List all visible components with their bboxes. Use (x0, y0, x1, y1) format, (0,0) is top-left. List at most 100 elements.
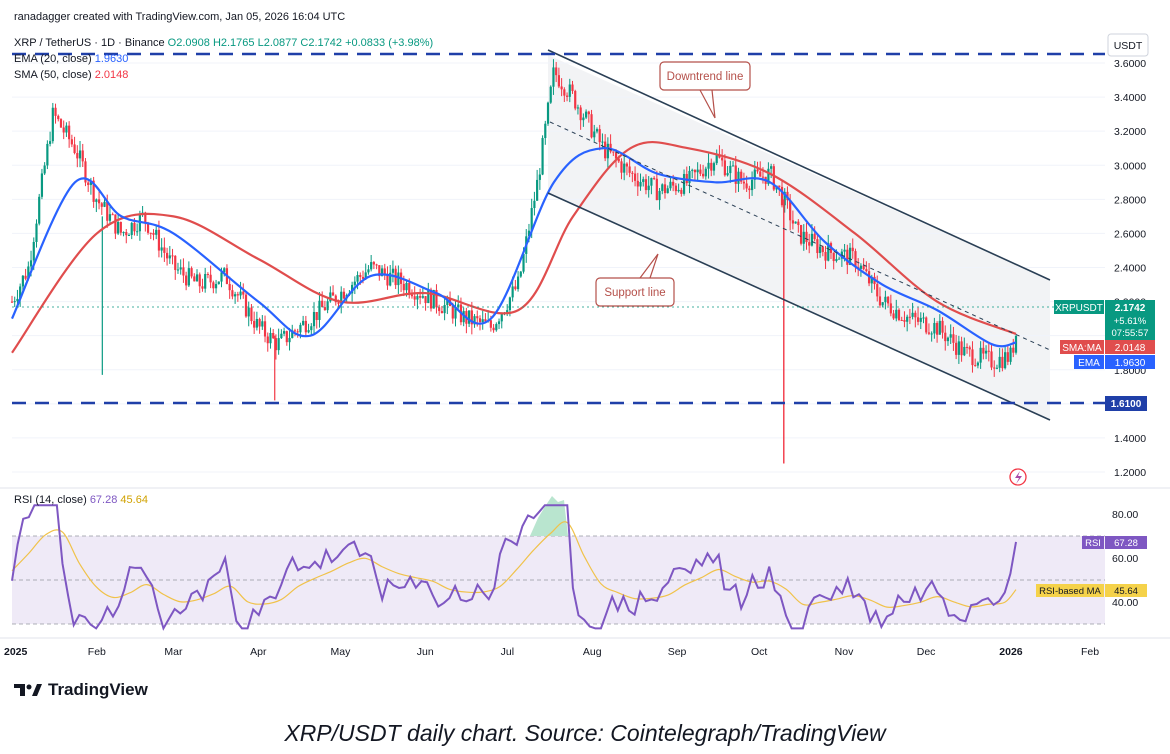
candle-body (761, 176, 765, 178)
candle-body (590, 114, 593, 138)
time-axis[interactable]: 2025 Feb Mar Apr May Jun Jul Aug Sep Oct Nov Dec 202… (4, 646, 1099, 658)
candle-body (925, 317, 928, 333)
candle-body (68, 125, 71, 140)
candle-body (742, 181, 746, 184)
candle-body (938, 320, 941, 335)
candle-body (117, 222, 120, 234)
rsi-axis[interactable]: 80.00 60.00 40.00 (1112, 509, 1138, 609)
rsi-legend-label: RSI (14, close) (14, 494, 87, 506)
tv-logo-icon (14, 684, 42, 696)
support-line[interactable] (547, 192, 1051, 421)
candle-body (130, 222, 133, 235)
time-tick-label: Nov (835, 646, 854, 658)
candle-body (571, 84, 574, 91)
candle-body (497, 321, 501, 325)
candle-body (818, 246, 822, 254)
candle-body (127, 234, 131, 236)
candle-body (429, 289, 433, 309)
candle-body (239, 291, 242, 296)
candle-body (1014, 335, 1018, 353)
candle-body (217, 281, 220, 285)
time-tick-label: Jul (501, 646, 514, 658)
candle-body (756, 169, 759, 172)
candle-body (76, 153, 79, 159)
candle-body (810, 233, 814, 246)
support-annotation[interactable]: Support line (595, 253, 675, 307)
candle-body (576, 107, 580, 109)
rsi-tick-label: 80.00 (1112, 509, 1138, 521)
candle-body (838, 258, 841, 260)
price-tick-label: 1.2000 (1114, 467, 1146, 479)
downtrend-line[interactable] (547, 49, 1051, 281)
candle-body (887, 296, 890, 304)
candle-body (753, 169, 756, 180)
price-tick-label: 3.0000 (1114, 160, 1146, 172)
candle-body (421, 296, 424, 298)
candle-body (380, 268, 384, 277)
candle-body (579, 107, 582, 121)
price-tick-label: 1.4000 (1114, 433, 1146, 445)
candle-body (827, 243, 830, 261)
ema-legend[interactable]: EMA (20, close) 1.9630 (14, 53, 128, 65)
candle-body (533, 200, 536, 209)
price-chart[interactable]: Downtrend line Support line USDT 3.6000 3… (0, 0, 1170, 700)
candle-body (470, 310, 473, 325)
candle-body (990, 351, 993, 368)
candle-body (282, 331, 286, 334)
candle-body (84, 161, 87, 183)
downtrend-annotation[interactable]: Downtrend line (659, 61, 751, 119)
symbol-legend[interactable]: XRP / TetherUS · 1D · Binance O2.0908 H2… (14, 37, 433, 49)
candle-body (691, 169, 694, 171)
candle-body (359, 275, 362, 277)
candle-body (258, 318, 261, 327)
candle-body (791, 220, 794, 224)
candle-body (242, 291, 245, 295)
candle-body (884, 296, 887, 303)
candle-body (734, 165, 737, 184)
candle-body (935, 322, 939, 335)
candle-body (595, 129, 599, 132)
candle-body (410, 294, 414, 297)
candle-body (653, 177, 656, 179)
sma-legend[interactable]: SMA (50, close) 2.0148 (14, 69, 128, 81)
candle-body (971, 349, 974, 366)
time-tick-label: Feb (88, 646, 106, 658)
candle-body (13, 301, 16, 303)
candle-body (737, 171, 740, 184)
candle-body (280, 333, 283, 339)
candle-body (174, 255, 177, 270)
candle-body (185, 275, 188, 286)
candle-body (389, 272, 392, 286)
candle-body (108, 214, 112, 221)
candle-body (843, 249, 846, 252)
candle-body (57, 115, 60, 120)
ema-price-label: EMA 1.9630 (1074, 355, 1155, 369)
ema-legend-value: 1.9630 (94, 53, 129, 65)
candle-body (707, 162, 710, 169)
candle-body (443, 305, 446, 314)
rsi-tag-value: 67.28 (1114, 538, 1138, 549)
candle-body (65, 125, 68, 133)
alert-bolt-icon[interactable] (1009, 468, 1027, 486)
candle-body (40, 173, 44, 197)
candle-body (897, 309, 901, 320)
candle-body (854, 251, 857, 268)
candle-body (473, 316, 476, 325)
candle-body (92, 180, 95, 202)
candle-body (952, 334, 955, 343)
candle-body (862, 265, 865, 270)
candle-body (767, 168, 770, 184)
candle-body (536, 179, 539, 201)
time-tick-label: 2025 (4, 646, 28, 658)
candle-body (326, 301, 329, 311)
rsi-legend[interactable]: RSI (14, close) 67.28 45.64 (14, 494, 148, 506)
candle-body (356, 275, 359, 282)
candle-body (748, 188, 751, 191)
candle-body (201, 286, 204, 289)
candle-body (16, 298, 19, 302)
candle-body (62, 127, 65, 133)
price-tick-label: 3.6000 (1114, 58, 1146, 70)
candle-body (631, 172, 634, 174)
candle-body (351, 284, 354, 294)
candle-body (544, 123, 547, 139)
